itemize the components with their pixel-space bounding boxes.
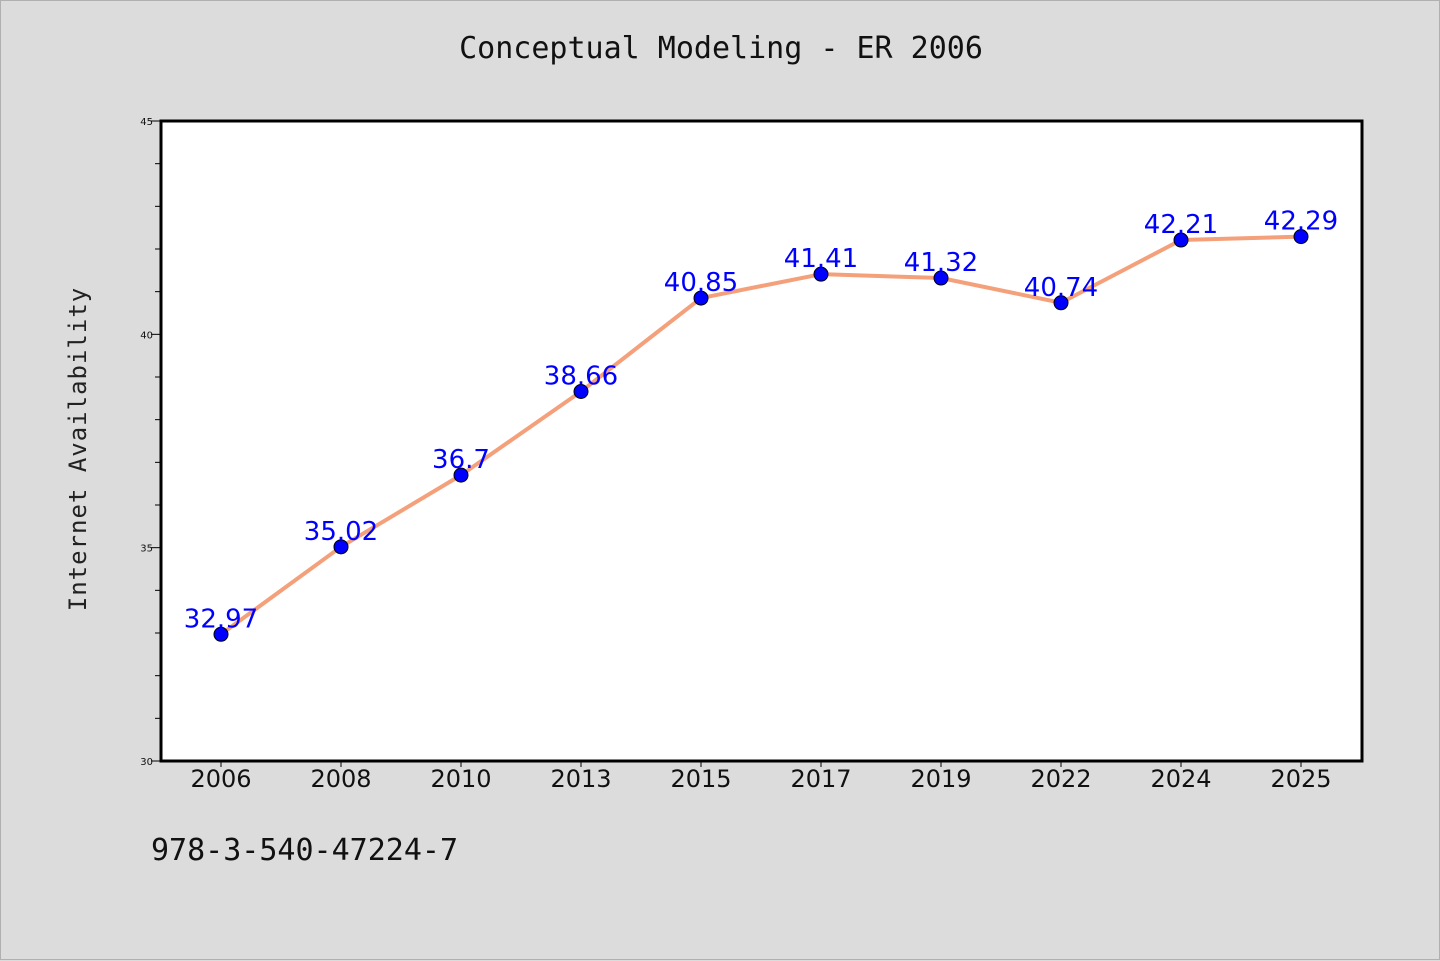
x-tick-label: 2024 <box>1150 765 1211 793</box>
data-point <box>1293 229 1309 245</box>
chart-title: Conceptual Modeling - ER 2006 <box>459 31 983 66</box>
x-tick-label: 2015 <box>670 765 731 793</box>
data-labels: 32.97 35.02 36.7 38.66 40.85 41.41 41.32 40.74 4… <box>184 207 1338 635</box>
data-label: 42.29 <box>1264 207 1338 237</box>
data-point <box>573 384 589 400</box>
data-label: 41.41 <box>784 244 858 274</box>
data-label: 35.02 <box>304 517 378 547</box>
series-markers <box>213 229 1309 642</box>
x-tick-label: 2025 <box>1270 765 1331 793</box>
y-tick-label: 40 <box>140 330 153 341</box>
data-point <box>453 467 469 483</box>
x-tick-label: 2022 <box>1030 765 1091 793</box>
data-point <box>1053 295 1069 311</box>
x-tick-label: 2019 <box>910 765 971 793</box>
data-label: 42.21 <box>1144 210 1218 240</box>
y-tick-label: 35 <box>140 544 153 555</box>
data-label: 41.32 <box>904 248 978 278</box>
data-label: 38.66 <box>544 362 618 392</box>
plot-area <box>159 119 1364 763</box>
x-tick-label: 2008 <box>310 765 371 793</box>
data-point <box>933 270 949 286</box>
x-tick-label: 2010 <box>430 765 491 793</box>
footer-code: 978-3-540-47224-7 <box>151 833 459 868</box>
y-tick-label: 30 <box>140 757 153 768</box>
x-axis: 2006 2008 2010 2013 2015 2017 2019 2022 2024 2025 <box>190 761 1332 793</box>
data-point <box>813 266 829 282</box>
x-tick-label: 2006 <box>190 765 251 793</box>
data-point <box>693 290 709 306</box>
y-axis: 30 35 40 45 <box>140 117 161 768</box>
y-axis-title: Internet Availability <box>64 287 92 611</box>
data-point <box>1173 232 1189 248</box>
data-label: 36.7 <box>432 445 490 475</box>
data-label: 40.74 <box>1024 273 1098 303</box>
x-tick-label: 2017 <box>790 765 851 793</box>
x-tick-label: 2013 <box>550 765 611 793</box>
y-tick-label: 45 <box>140 117 153 128</box>
data-label: 40.85 <box>664 268 738 298</box>
series-line <box>219 234 1302 636</box>
data-point <box>333 539 349 555</box>
data-label: 32.97 <box>184 604 258 634</box>
data-point <box>213 626 229 642</box>
